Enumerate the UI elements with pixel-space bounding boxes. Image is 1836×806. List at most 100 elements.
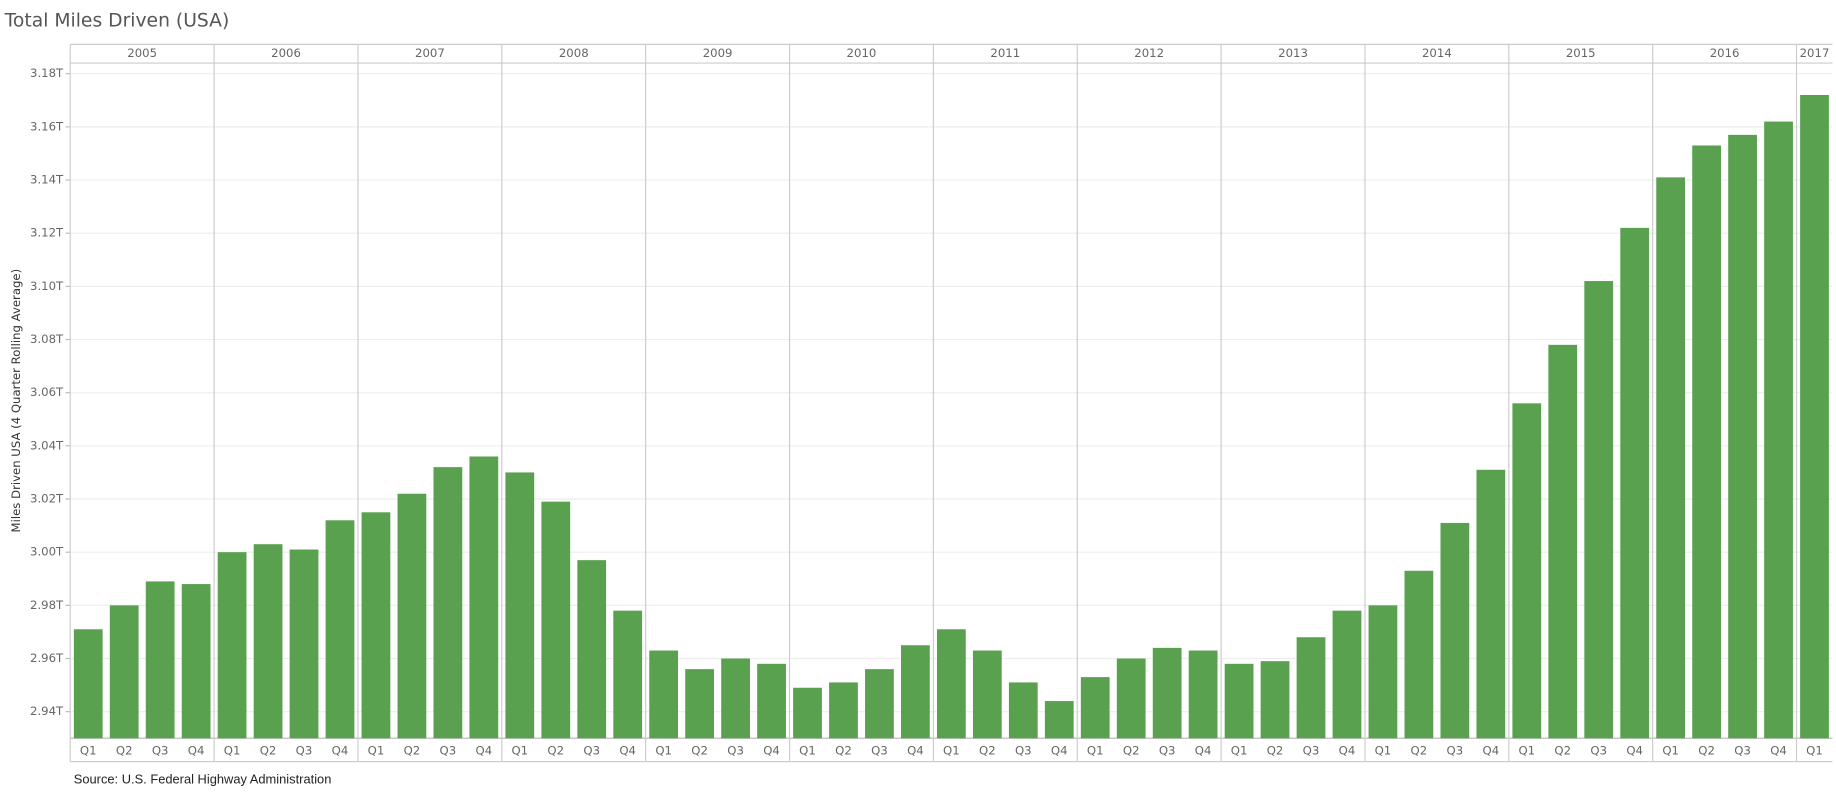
- x-tick-label: Q3: [296, 744, 313, 758]
- x-tick-label: Q2: [979, 744, 996, 758]
- x-tick-label: Q4: [476, 744, 493, 758]
- year-label: 2012: [1134, 46, 1164, 60]
- chart-title: Total Miles Driven (USA): [4, 11, 230, 32]
- bar: [1800, 94, 1829, 739]
- y-tick-label: 3.04T: [30, 438, 64, 452]
- bar: [73, 629, 103, 739]
- x-tick-label: Q1: [224, 744, 241, 758]
- x-tick-label: Q1: [368, 744, 385, 758]
- bar: [1404, 570, 1434, 739]
- year-label: 2017: [1800, 46, 1830, 60]
- x-tick-label: Q3: [1734, 744, 1751, 758]
- bar: [325, 520, 355, 739]
- bar: [1224, 663, 1254, 739]
- y-tick-label: 2.98T: [30, 598, 64, 612]
- x-tick-label: Q4: [763, 744, 780, 758]
- x-tick-label: Q2: [116, 744, 133, 758]
- x-tick-label: Q4: [907, 744, 924, 758]
- bar: [577, 560, 607, 739]
- bar: [289, 549, 319, 739]
- bar: [1656, 177, 1686, 739]
- x-tick-label: Q4: [619, 744, 636, 758]
- y-tick-label: 2.96T: [30, 651, 64, 665]
- x-tick-label: Q2: [1411, 744, 1428, 758]
- bar: [1368, 605, 1398, 739]
- x-tick-label: Q1: [655, 744, 672, 758]
- y-tick-label: 3.16T: [30, 119, 64, 133]
- bar: [433, 467, 463, 739]
- y-tick-label: 3.02T: [30, 492, 64, 506]
- bar: [217, 552, 247, 739]
- x-tick-label: Q1: [1375, 744, 1392, 758]
- x-tick-label: Q3: [1159, 744, 1176, 758]
- bar: [1620, 227, 1650, 739]
- bar: [1152, 647, 1182, 739]
- y-tick-label: 3.08T: [30, 332, 64, 346]
- bar: [1548, 344, 1578, 739]
- x-tick-label: Q2: [835, 744, 852, 758]
- x-tick-label: Q1: [1662, 744, 1679, 758]
- year-label: 2011: [990, 46, 1020, 60]
- y-tick-label: 3.14T: [30, 173, 64, 187]
- bar: [793, 687, 822, 739]
- x-tick-label: Q2: [404, 744, 421, 758]
- bar: [1260, 661, 1290, 739]
- year-label: 2006: [271, 46, 301, 60]
- bar: [1512, 403, 1542, 739]
- year-label: 2008: [559, 46, 589, 60]
- source-note: Source: U.S. Federal Highway Administrat…: [74, 772, 332, 787]
- bar: [685, 669, 715, 739]
- x-tick-label: Q4: [1770, 744, 1787, 758]
- x-tick-label: Q3: [152, 744, 169, 758]
- y-axis-label: Miles Driven USA (4 Quarter Rolling Aver…: [9, 269, 23, 533]
- x-tick-label: Q1: [799, 744, 816, 758]
- x-tick-label: Q3: [1303, 744, 1320, 758]
- y-tick-label: 3.12T: [30, 226, 64, 240]
- x-tick-label: Q2: [1554, 744, 1571, 758]
- x-tick-label: Q1: [80, 744, 97, 758]
- y-tick-label: 3.06T: [30, 385, 64, 399]
- bar: [1692, 145, 1721, 739]
- x-tick-label: Q2: [1267, 744, 1284, 758]
- year-label: 2007: [415, 46, 445, 60]
- x-tick-label: Q1: [943, 744, 960, 758]
- x-tick-label: Q3: [440, 744, 457, 758]
- bar: [865, 669, 894, 739]
- bar: [1080, 677, 1110, 739]
- x-tick-label: Q4: [1051, 744, 1068, 758]
- bar: [721, 658, 750, 739]
- bar: [972, 650, 1002, 739]
- bar: [1296, 637, 1326, 739]
- x-tick-label: Q2: [547, 744, 564, 758]
- bar: [1764, 121, 1793, 739]
- bar: [1116, 658, 1146, 739]
- x-tick-label: Q3: [1447, 744, 1464, 758]
- bar: [1728, 134, 1757, 739]
- bar: [829, 682, 858, 739]
- bar: [145, 581, 175, 739]
- x-tick-label: Q4: [1482, 744, 1499, 758]
- x-tick-label: Q4: [1339, 744, 1356, 758]
- bar: [1008, 682, 1038, 739]
- x-tick-label: Q2: [691, 744, 708, 758]
- bar: [397, 493, 427, 739]
- year-label: 2010: [847, 46, 877, 60]
- bar: [181, 584, 211, 739]
- bar: [613, 610, 643, 739]
- year-label: 2013: [1278, 46, 1308, 60]
- year-label: 2014: [1422, 46, 1452, 60]
- y-tick-label: 2.94T: [30, 704, 64, 718]
- bar: [901, 645, 930, 739]
- x-tick-label: Q1: [1087, 744, 1104, 758]
- bar: [505, 472, 535, 739]
- x-tick-label: Q3: [1015, 744, 1032, 758]
- x-tick-label: Q4: [1626, 744, 1643, 758]
- bar: [541, 501, 571, 739]
- year-label: 2016: [1710, 46, 1740, 60]
- bar: [109, 605, 139, 739]
- x-tick-label: Q2: [260, 744, 277, 758]
- year-label: 2015: [1566, 46, 1596, 60]
- x-tick-label: Q3: [871, 744, 888, 758]
- x-tick-label: Q2: [1698, 744, 1715, 758]
